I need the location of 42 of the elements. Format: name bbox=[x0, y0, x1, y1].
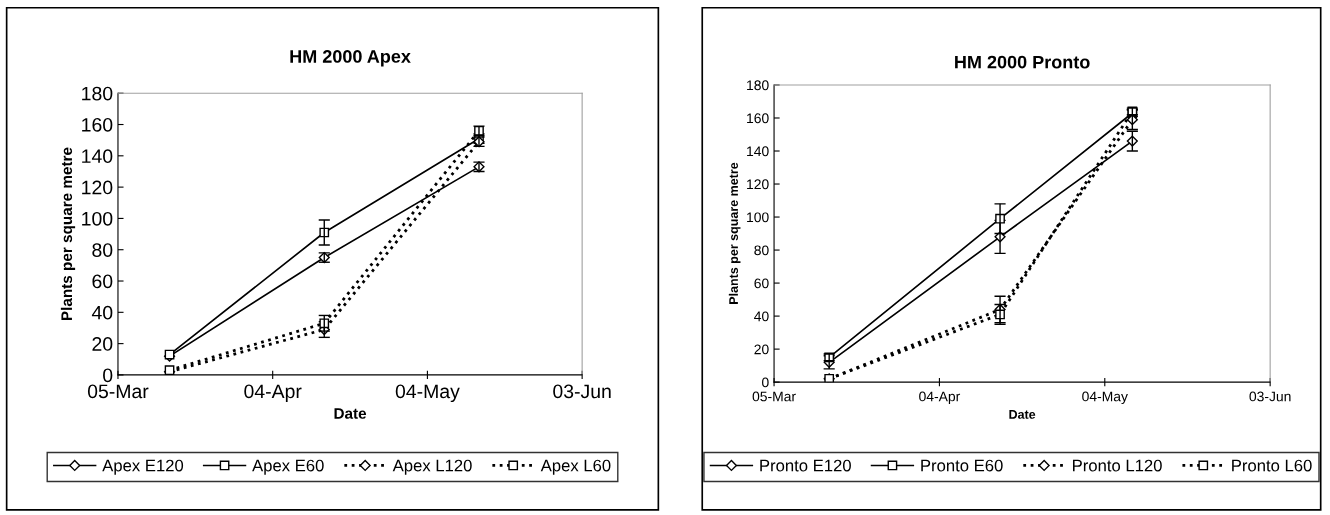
y-tick-label: 60 bbox=[92, 274, 113, 289]
x-tick-label: 03-Jun bbox=[1249, 391, 1291, 402]
y-tick-label: 180 bbox=[82, 86, 113, 101]
x-tick-label: 05-Mar bbox=[87, 384, 149, 399]
legend-label: Apex E60 bbox=[252, 459, 324, 475]
y-tick-label: 160 bbox=[747, 113, 769, 124]
y-axis-title: Plants per square metre bbox=[728, 162, 741, 304]
y-tick-label: 140 bbox=[82, 149, 113, 164]
y-tick-label: 160 bbox=[82, 117, 113, 132]
x-axis-title: Date bbox=[1009, 410, 1036, 419]
x-axis-title: Date bbox=[334, 408, 367, 419]
chart-title: HM 2000 Pronto bbox=[955, 55, 1090, 69]
y-tick-label: 180 bbox=[747, 80, 769, 91]
y-tick-label: 0 bbox=[103, 368, 113, 383]
x-tick-label: 04-May bbox=[1082, 391, 1128, 405]
x-tick-label: 04-Apr bbox=[244, 384, 302, 403]
legend-label: Pronto L60 bbox=[1232, 459, 1312, 472]
legend-label: Apex E120 bbox=[102, 459, 184, 475]
y-tick-label: 120 bbox=[82, 180, 113, 195]
legend-label: Pronto E120 bbox=[760, 459, 851, 472]
y-tick-label: 40 bbox=[754, 311, 769, 322]
x-tick-label: 05-Mar bbox=[752, 391, 796, 402]
y-tick-label: 100 bbox=[747, 212, 769, 223]
y-axis-title: Plants per square metre bbox=[60, 147, 76, 321]
legend-label: Pronto L120 bbox=[1073, 459, 1162, 472]
y-tick-label: 80 bbox=[92, 243, 113, 257]
x-tick-label: 03-Jun bbox=[553, 384, 611, 399]
y-tick-label: 20 bbox=[92, 337, 113, 351]
y-tick-label: 80 bbox=[754, 245, 769, 256]
x-tick-label: 04-Apr bbox=[919, 391, 961, 405]
legend-label: Pronto E60 bbox=[921, 459, 1003, 472]
y-tick-label: 40 bbox=[91, 305, 113, 320]
y-tick-label: 100 bbox=[82, 211, 113, 226]
y-tick-label: 60 bbox=[754, 278, 769, 289]
chart-title: HM 2000 Apex bbox=[290, 50, 411, 67]
legend-label: Apex L60 bbox=[540, 459, 611, 475]
y-tick-label: 140 bbox=[747, 146, 769, 157]
y-tick-label: 20 bbox=[754, 344, 769, 355]
legend-label: Apex L120 bbox=[392, 459, 472, 475]
x-tick-label: 04-May bbox=[395, 384, 460, 403]
y-tick-label: 120 bbox=[747, 179, 769, 190]
y-tick-label: 0 bbox=[762, 377, 769, 388]
